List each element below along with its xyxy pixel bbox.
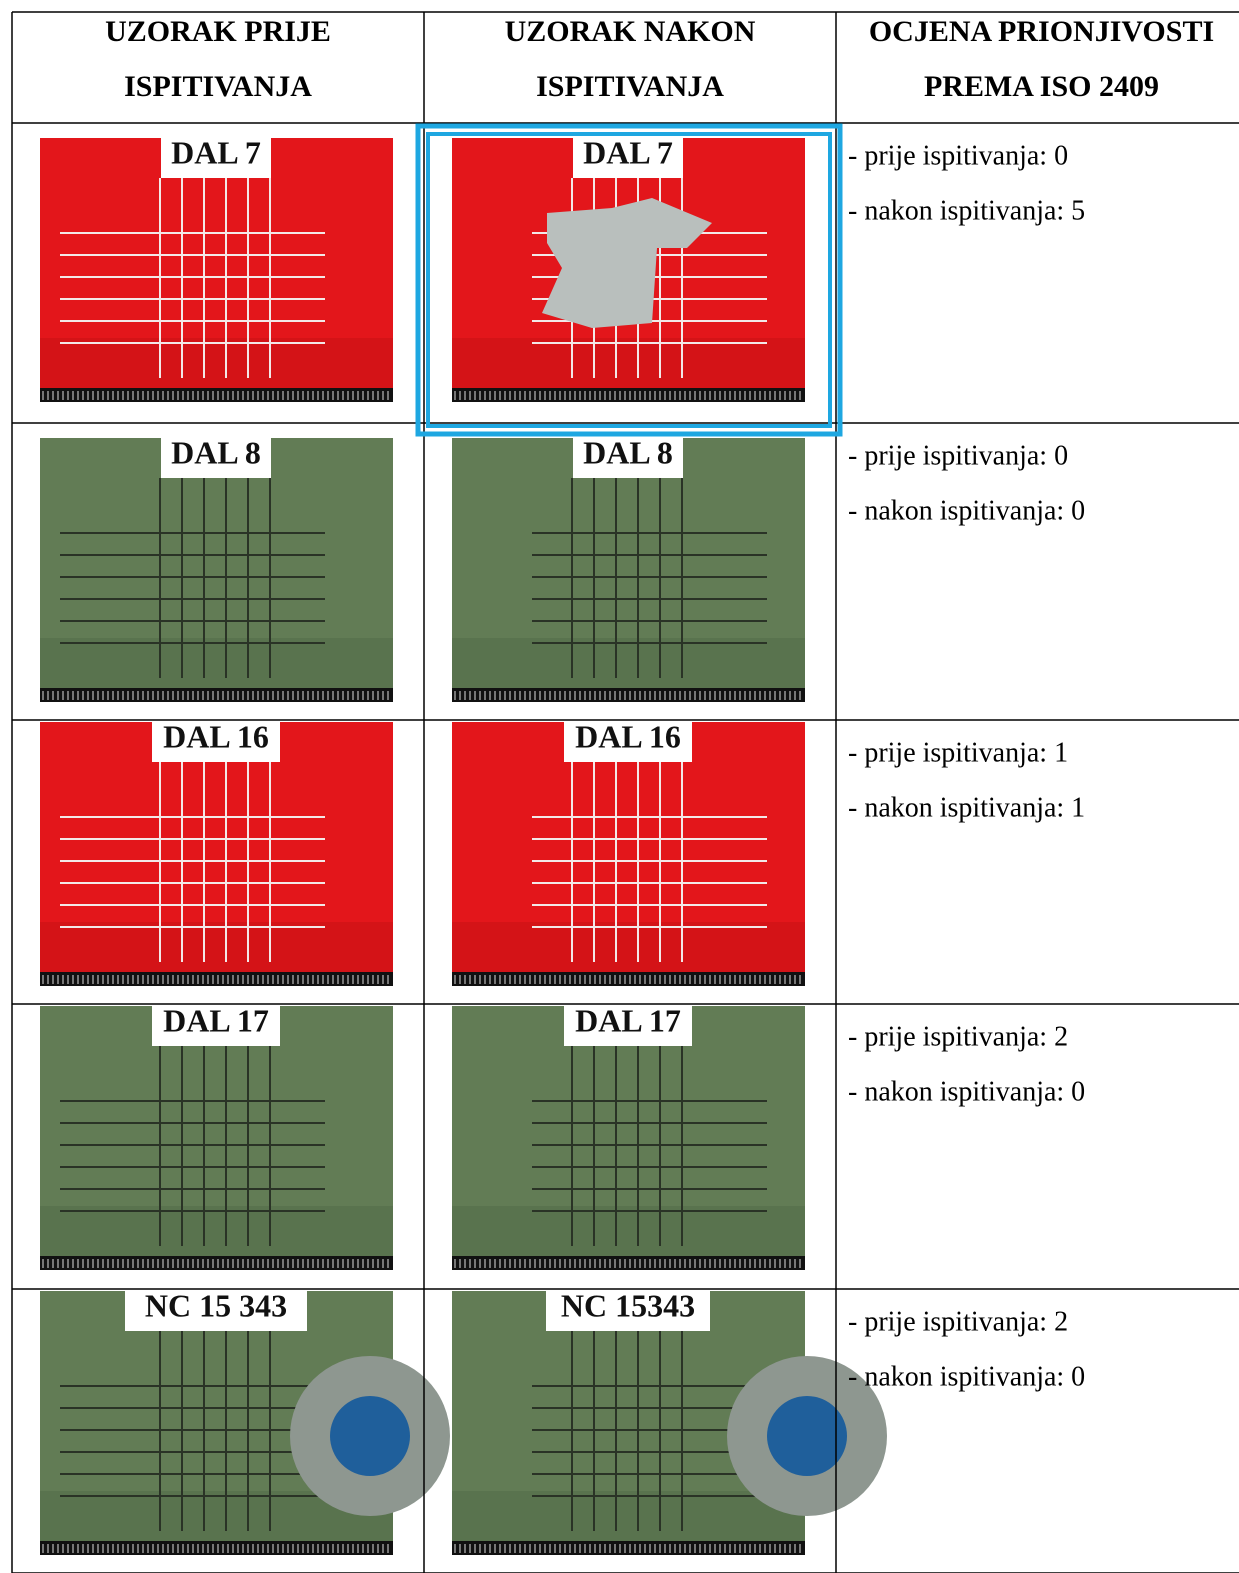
photo-shade xyxy=(40,338,393,388)
sample-label: DAL 7 xyxy=(583,134,673,170)
label-card xyxy=(564,718,692,762)
header-text: OCJENA PRIONJIVOSTI xyxy=(869,15,1214,48)
sample-label: DAL 16 xyxy=(163,718,269,754)
photo-shade xyxy=(452,1491,805,1541)
sample-label: DAL 8 xyxy=(171,434,261,470)
photo-shade xyxy=(40,1206,393,1256)
label-card xyxy=(161,134,271,178)
label-card xyxy=(573,134,683,178)
photo-surface xyxy=(452,722,805,986)
label-card xyxy=(152,718,280,762)
rating-text: - nakon ispitivanja: 1 xyxy=(848,792,1085,823)
highlight-inner xyxy=(426,132,832,428)
label-card xyxy=(161,434,271,478)
sample-photo: DAL 16 xyxy=(40,718,393,986)
sample-photo: DAL 17 xyxy=(452,1002,805,1270)
label-card xyxy=(546,1287,710,1331)
rating-text: - prije ispitivanja: 0 xyxy=(848,440,1068,471)
sample-photo: DAL 17 xyxy=(40,1002,393,1270)
label-card xyxy=(152,1002,280,1046)
photo-shade xyxy=(40,638,393,688)
sample-photo: DAL 7 xyxy=(452,134,805,402)
header-text: UZORAK NAKON xyxy=(505,15,756,48)
rating-text: - prije ispitivanja: 1 xyxy=(848,737,1068,768)
photo-surface xyxy=(452,438,805,702)
photo-surface xyxy=(452,1006,805,1270)
header-text: ISPITIVANJA xyxy=(536,70,724,103)
sample-label: DAL 8 xyxy=(583,434,673,470)
rating-text: - prije ispitivanja: 0 xyxy=(848,140,1068,171)
photo-surface xyxy=(40,722,393,986)
header-text: ISPITIVANJA xyxy=(124,70,312,103)
sample-label: NC 15343 xyxy=(561,1287,695,1323)
photo-surface xyxy=(40,138,393,402)
photo-shade xyxy=(40,922,393,972)
sample-label: DAL 17 xyxy=(163,1002,269,1038)
photo-shade xyxy=(452,1206,805,1256)
photo-surface xyxy=(40,1006,393,1270)
rating-text: - prije ispitivanja: 2 xyxy=(848,1306,1068,1337)
rating-text: - prije ispitivanja: 2 xyxy=(848,1021,1068,1052)
sample-photo: NC 15343 xyxy=(452,1287,887,1555)
sample-photo: DAL 8 xyxy=(40,434,393,702)
sample-label: NC 15 343 xyxy=(145,1287,287,1323)
peeled-area xyxy=(542,198,712,328)
rating-text: - nakon ispitivanja: 0 xyxy=(848,1361,1085,1392)
label-card xyxy=(573,434,683,478)
sample-label: DAL 16 xyxy=(575,718,681,754)
rating-text: - nakon ispitivanja: 0 xyxy=(848,495,1085,526)
photo-shade xyxy=(452,338,805,388)
sample-photo: DAL 8 xyxy=(452,434,805,702)
hole xyxy=(767,1396,847,1476)
sample-photo: DAL 16 xyxy=(452,718,805,986)
photo-shade xyxy=(452,922,805,972)
label-card xyxy=(564,1002,692,1046)
header-text: UZORAK PRIJE xyxy=(105,15,331,48)
sample-photo: DAL 7 xyxy=(40,134,393,402)
header-text: PREMA ISO 2409 xyxy=(924,70,1159,103)
sample-label: DAL 17 xyxy=(575,1002,681,1038)
sample-label: DAL 7 xyxy=(171,134,261,170)
rating-text: - nakon ispitivanja: 0 xyxy=(848,1076,1085,1107)
label-card xyxy=(125,1287,307,1331)
hole xyxy=(330,1396,410,1476)
highlight-outer xyxy=(415,123,843,437)
rating-text: - nakon ispitivanja: 5 xyxy=(848,195,1085,226)
photo-surface xyxy=(40,438,393,702)
sample-photo: NC 15 343 xyxy=(40,1287,450,1555)
photo-shade xyxy=(452,638,805,688)
